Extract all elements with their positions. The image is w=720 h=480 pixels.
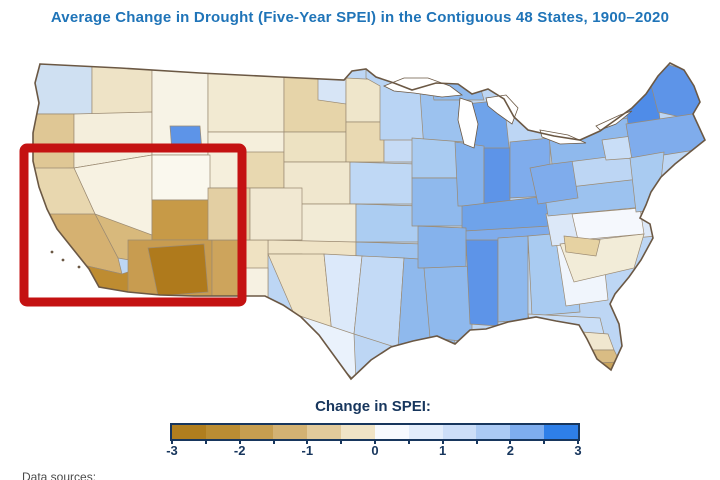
tick-mark [441,439,444,444]
region-sc-tan [563,235,601,257]
region-mt-ne [317,71,347,105]
tick-mark [340,439,343,444]
colorbar-segment [374,425,409,439]
region-fl-mid [563,349,621,365]
tick-label: 2 [506,443,514,458]
tick-label: 3 [574,443,582,458]
region-ne-east [349,161,417,205]
region-mt-west [207,63,285,133]
tick-mark [374,439,376,444]
region-ut-south [151,199,211,241]
colorbar-segment [476,425,511,439]
tick-mark [238,439,241,444]
region-wv [529,159,579,205]
region-sd-west [345,121,385,163]
region-fl-south [573,361,631,379]
region-ms [465,239,499,327]
tick-label: -1 [301,443,314,458]
island-dot [50,250,54,254]
colorbar-segment [544,425,578,439]
tick-mark [171,439,173,444]
tick-label: 0 [371,443,379,458]
region-la [423,265,473,343]
tick-mark [577,439,579,444]
colorbar-segment [442,425,477,439]
colorbar-segment [205,425,240,439]
colorbar-segment [408,425,443,439]
legend-title: Change in SPEI: [315,398,431,415]
colorbar-segment [172,425,206,439]
colorbar-labels: -3 -2 -1 0 1 2 3 [166,443,582,458]
data-source-note: Data sources: [22,470,97,480]
us-outline [32,62,706,381]
region-az-core [147,243,209,297]
region-in [483,147,511,209]
channel-islands [50,250,81,269]
region-il [454,141,485,207]
tick-mark [306,439,309,444]
region-ma-ct [625,111,705,161]
tick-label: 1 [439,443,447,458]
map-title: Average Change in Drought (Five-Year SPE… [50,9,670,26]
lake-huron [485,94,519,125]
region-wy-se [241,151,285,189]
region-tx-central [353,255,405,349]
tick-mark [204,439,207,444]
tick-label: -2 [233,443,246,458]
region-ar [417,225,467,269]
tick-mark [272,439,275,444]
colorbar-segment [273,425,308,439]
region-wy-ne [283,131,347,163]
colorbar-segment [307,425,342,439]
region-ks-east [355,203,421,243]
tick-mark [475,439,478,444]
colorbar-segment [239,425,274,439]
highlight-rectangle [19,143,247,307]
region-nm-se [243,267,269,299]
region-co-east [249,187,303,241]
island-dot [61,258,65,262]
tick-mark [509,439,512,444]
colorbar-segment [510,425,545,439]
colorbar-ticks [171,439,579,445]
region-wa-east [91,63,153,115]
island-dot [77,265,81,269]
region-nm-west [211,239,241,299]
colorbar-segment [341,425,375,439]
map-regions [33,63,705,379]
region-ut-north [151,154,211,201]
tick-mark [407,439,410,444]
tick-mark [543,439,546,444]
region-al [497,235,529,323]
tick-label: -3 [166,443,178,458]
lake-michigan [457,97,479,149]
